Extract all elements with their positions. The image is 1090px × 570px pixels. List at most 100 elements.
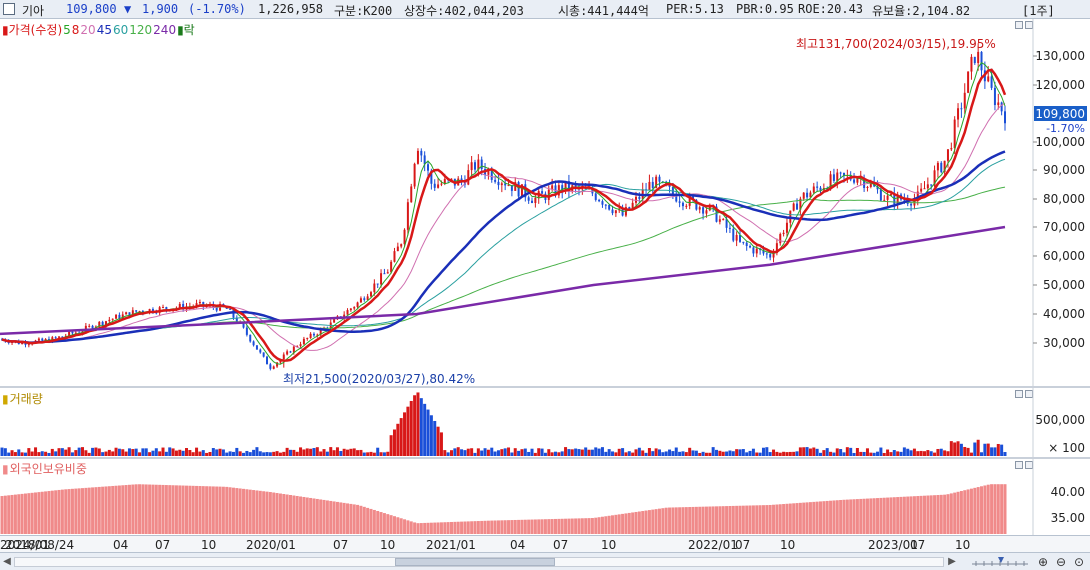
volume-bar [584,447,588,456]
volume-bar [322,449,326,456]
legend-item-3[interactable]: 20 [80,23,96,37]
candle-body [1004,111,1006,124]
foreign-ratio-bar [77,488,81,534]
candle-body [376,283,379,285]
candle-body [698,207,701,210]
foreign-ratio-bar [107,486,111,534]
zoom-in-icon[interactable]: ⊕ [1037,555,1049,569]
foreign-ratio-bar [456,521,460,534]
volume-bar [604,451,608,456]
candle-body [792,203,795,211]
foreign-ratio-bar [849,499,853,534]
volume-pane[interactable]: ▮거래량 500,000 × 100 [0,388,1090,458]
scroll-track[interactable] [14,557,944,567]
foreign-ratio-bar [429,522,433,534]
volume-bar [671,451,675,456]
legend-item-4[interactable]: 45 [96,23,112,37]
period-selector[interactable]: [1주] [1022,4,1055,18]
zoom-reset-icon[interactable]: ⊙ [1073,555,1085,569]
candle-body [346,310,349,315]
candle-body [681,202,684,207]
candle-body [510,185,513,191]
legend-item-2[interactable]: 8 [71,23,80,37]
foreign-ownership-pane[interactable]: ▮외국인보유비중 40.00 35.00 [0,459,1090,535]
foreign-ratio-bar [235,488,239,534]
legend-item-5[interactable]: 60 [112,23,129,37]
candle-body [973,56,976,64]
foreign-ratio-bar [728,506,732,534]
volume-bar [13,452,17,456]
select-checkbox[interactable] [3,3,15,15]
volume-bar [248,452,252,456]
zoom-slider-handle[interactable] [998,557,1004,563]
candle-body [715,206,718,222]
volume-bar [865,448,869,456]
foreign-ratio-bar [513,519,517,534]
volume-bar [91,447,95,456]
volume-bar [54,451,58,456]
price-pane[interactable]: ▮가격(수정)58204560120240▮락 130,000 120,000 10… [0,19,1090,387]
volume-bar [20,452,24,456]
foreign-ratio-bar [926,495,930,534]
scroll-thumb[interactable] [395,558,555,566]
legend-item-7[interactable]: 240 [153,23,177,37]
foreign-ratio-bar [755,505,759,534]
volume-chart[interactable]: 500,000 × 100 [0,388,1090,458]
volume-bar [980,452,984,456]
stock-name[interactable]: 기아 [22,4,45,18]
foreign-ratio-bar [148,484,152,534]
foreign-ratio-bar [419,523,423,534]
foreign-ratio-bar [634,511,638,534]
volume-bar [882,452,886,456]
candle-body [564,181,567,192]
volume-bar [627,451,631,456]
scroll-left-icon[interactable]: ◀ [3,556,11,567]
volume-bar [315,447,319,456]
foreign-ratio-bar [627,512,631,534]
candle-body [477,159,480,170]
zoom-out-icon[interactable]: ⊖ [1055,555,1067,569]
zoom-slider[interactable] [970,557,1030,567]
candle-body [433,183,436,188]
pane-minimize-button[interactable] [1015,390,1023,398]
foreign-ratio-bar [315,498,319,534]
scroll-right-icon[interactable]: ▶ [948,556,956,567]
pane-minimize-button[interactable] [1015,21,1023,29]
foreign-ratio-bar [986,484,990,534]
foreign-ratio-bar [466,521,470,534]
price-chart[interactable]: 130,000 120,000 100,000 90,000 80,000 70,000 6… [0,19,1090,387]
candle-body [151,309,154,313]
foreign-ratio-bar [292,495,296,534]
candle-body [648,181,651,191]
candle-body [497,181,500,186]
x-tick-14: 2023/01 [868,538,918,552]
foreign-ratio-bar [151,484,155,534]
volume-bar [912,448,916,456]
candle-body [916,191,919,200]
pane-minimize-button[interactable] [1015,461,1023,469]
volume-bar [67,447,71,456]
foreign-ratio-bar [20,493,24,534]
candle-body [37,338,40,341]
foreign-ratio-bar [144,484,148,534]
legend-item-0[interactable]: ▮가격(수정) [2,23,63,37]
foreign-ownership-chart[interactable]: 40.00 35.00 [0,459,1090,535]
volume-bar [362,452,366,456]
candle-body [309,333,312,338]
foreign-ratio-bar [7,495,11,534]
foreign-ratio-bar [829,500,833,534]
volume-bar [949,441,953,456]
foreign-ratio-bar [651,509,655,534]
candle-body [356,302,359,308]
legend-item-1[interactable]: 5 [63,23,71,37]
volume-bar [242,452,246,456]
chart-scroll-bar[interactable]: ◀ ▶ ⊕ ⊖ ⊙ [0,552,1090,570]
legend-item-6[interactable]: 120 [129,23,153,37]
candle-body [182,303,185,310]
foreign-ratio-bar [325,500,329,534]
foreign-ratio-bar [138,484,142,534]
foreign-ratio-bar [164,485,168,534]
foreign-ratio-bar [641,511,645,534]
legend-item-8[interactable]: ▮락 [177,23,195,37]
candle-body [232,309,235,318]
